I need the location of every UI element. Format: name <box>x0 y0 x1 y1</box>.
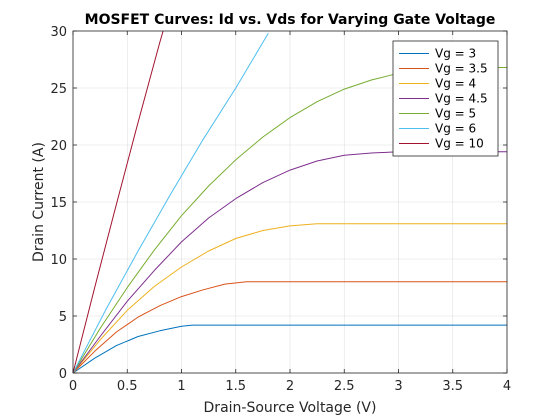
x-tick-label: 1.5 <box>225 379 246 394</box>
legend-entry-1: Vg = 3 <box>435 47 476 61</box>
legend-entry-2: Vg = 3.5 <box>435 62 488 76</box>
x-tick-label: 0.5 <box>117 379 138 394</box>
x-axis-label: Drain-Source Voltage (V) <box>204 400 377 416</box>
ticks <box>72 30 508 374</box>
series-line-7 <box>72 30 164 374</box>
series-line-4 <box>72 151 507 374</box>
legend-box <box>392 40 499 157</box>
series-line-1 <box>72 324 507 374</box>
x-tick-label: 2 <box>286 379 294 394</box>
y-tick-label: 30 <box>50 25 67 40</box>
series-line-6 <box>72 33 269 374</box>
y-tick-label: 10 <box>50 253 67 268</box>
y-tick-label: 5 <box>59 310 67 325</box>
x-tick-label: 4 <box>503 379 511 394</box>
series-line-2 <box>72 281 507 374</box>
y-axis-label: Drain Current (A) <box>31 142 47 262</box>
legend-entry-3: Vg = 4 <box>435 77 476 91</box>
legend-entry-7: Vg = 10 <box>435 137 484 151</box>
legend: Vg = 3Vg = 3.5Vg = 4Vg = 4.5Vg = 5Vg = 6… <box>392 40 499 157</box>
x-tick-label: 3.5 <box>442 379 463 394</box>
x-tick-label: 3 <box>394 379 402 394</box>
x-tick-label: 0 <box>69 379 77 394</box>
series-line-3 <box>72 223 507 374</box>
chart-title: MOSFET Curves: Id vs. Vds for Varying Ga… <box>85 12 496 28</box>
y-tick-label: 20 <box>50 139 67 154</box>
legend-entry-4: Vg = 4.5 <box>435 92 488 106</box>
y-tick-label: 25 <box>50 82 67 97</box>
legend-entry-5: Vg = 5 <box>435 107 476 121</box>
tick-labels: 0 0.5 1 1.5 2 2.5 3 3.5 4 0 5 10 15 20 25 30 <box>50 25 511 394</box>
y-tick-label: 0 <box>59 367 67 382</box>
legend-entry-6: Vg = 6 <box>435 122 476 136</box>
x-tick-label: 2.5 <box>334 379 355 394</box>
y-tick-label: 15 <box>50 196 67 211</box>
x-tick-label: 1 <box>177 379 185 394</box>
